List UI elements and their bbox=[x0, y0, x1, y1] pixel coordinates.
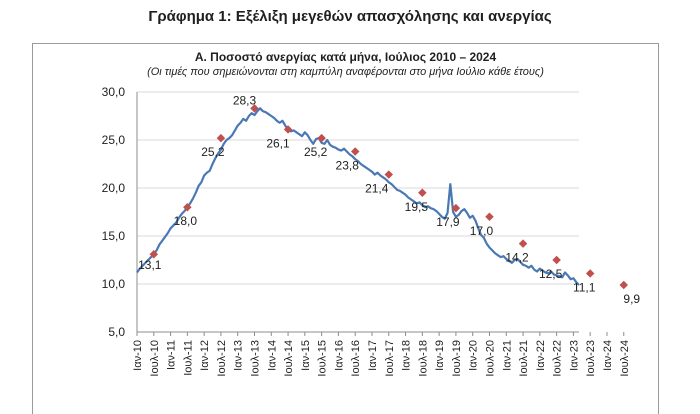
page-title: Γράφημα 1: Εξέλιξη μεγεθών απασχόλησης κ… bbox=[148, 8, 552, 25]
x-tick-label: Ιαν-20 bbox=[468, 340, 480, 371]
x-tick-label: Ιαν-16 bbox=[333, 340, 345, 371]
series-line bbox=[136, 107, 580, 286]
x-tick-label: Ιαν-15 bbox=[300, 340, 312, 371]
x-tick-label: Ιαν-13 bbox=[233, 340, 245, 371]
x-tick-label: Ιουλ-20 bbox=[484, 340, 496, 377]
data-label: 25,2 bbox=[304, 145, 328, 159]
x-tick-label: Ιουλ-24 bbox=[619, 340, 631, 377]
x-tick-label: Ιουλ-19 bbox=[451, 340, 463, 377]
data-label: 13,1 bbox=[138, 258, 162, 272]
data-label: 12,5 bbox=[539, 267, 563, 281]
x-tick-label: Ιουλ-13 bbox=[249, 340, 261, 377]
data-marker bbox=[552, 255, 561, 265]
y-tick-label: 10,0 bbox=[102, 277, 126, 291]
x-tick-label: Ιουλ-17 bbox=[384, 340, 396, 377]
x-tick-label: Ιαν-18 bbox=[401, 340, 413, 371]
data-marker bbox=[585, 269, 595, 278]
y-tick-label: 15,0 bbox=[102, 229, 126, 243]
chart-panel: Α. Ποσοστό ανεργίας κατά μήνα, Ιούλιος 2… bbox=[32, 43, 659, 414]
x-tick-label: Ιουλ-10 bbox=[149, 340, 161, 377]
x-tick-label: Ιουλ-22 bbox=[552, 340, 564, 377]
data-label: 18,0 bbox=[174, 214, 198, 228]
data-label: 11,1 bbox=[573, 280, 596, 294]
x-tick-label: Ιουλ-21 bbox=[518, 340, 530, 377]
data-marker bbox=[418, 188, 427, 198]
x-tick-label: Ιαν-23 bbox=[568, 340, 580, 371]
y-tick-label: 30,0 bbox=[102, 85, 126, 99]
data-marker bbox=[518, 239, 528, 248]
x-tick-label: Ιαν-10 bbox=[132, 340, 144, 371]
data-label: 17,0 bbox=[470, 224, 494, 238]
chart-subtitle: (Οι τιμές που σημειώνονται στη καμπύλη α… bbox=[147, 66, 544, 78]
data-label: 19,5 bbox=[405, 200, 429, 214]
data-marker bbox=[317, 133, 326, 143]
y-tick-label: 20,0 bbox=[102, 181, 126, 195]
x-tick-label: Ιαν-24 bbox=[602, 340, 614, 371]
x-tick-label: Ιουλ-14 bbox=[283, 340, 295, 377]
x-tick-label: Ιαν-22 bbox=[535, 340, 547, 371]
data-label: 17,9 bbox=[436, 215, 460, 229]
x-tick-label: Ιαν-21 bbox=[501, 340, 513, 371]
data-marker bbox=[149, 249, 159, 259]
x-tick-label: Ιουλ-11 bbox=[182, 340, 194, 376]
unemployment-line-chart: 5,0 10,0 15,0 20,0 25,0 30,0 Ιαν-10 Ιουλ-10 Ιαν-… bbox=[102, 85, 641, 377]
x-tick-label: Ιουλ-23 bbox=[585, 340, 597, 377]
data-marker bbox=[350, 147, 360, 156]
data-label: 25,2 bbox=[201, 145, 225, 159]
data-label: 14,2 bbox=[505, 251, 529, 265]
data-marker bbox=[619, 280, 629, 290]
x-tick-label: Ιαν-17 bbox=[367, 340, 379, 371]
x-tick-label: Ιουλ-12 bbox=[216, 340, 228, 377]
data-label: 21,4 bbox=[365, 182, 389, 196]
x-tick-label: Ιουλ-15 bbox=[317, 340, 329, 377]
data-marker bbox=[216, 133, 226, 143]
data-label: 23,8 bbox=[336, 159, 360, 173]
data-label: 26,1 bbox=[266, 136, 290, 150]
data-marker bbox=[384, 170, 394, 179]
y-tick-label: 25,0 bbox=[102, 133, 126, 147]
data-marker bbox=[485, 212, 494, 222]
x-tick-label: Ιαν-19 bbox=[434, 340, 446, 371]
chart-title: Α. Ποσοστό ανεργίας κατά μήνα, Ιούλιος 2… bbox=[194, 50, 497, 64]
data-marker bbox=[451, 203, 461, 213]
x-tick-label: Ιουλ-18 bbox=[417, 340, 429, 377]
y-tick-label: 5,0 bbox=[108, 325, 125, 339]
x-tick-label: Ιουλ-16 bbox=[350, 340, 362, 377]
data-label: 28,3 bbox=[233, 93, 257, 107]
data-marker bbox=[283, 125, 293, 134]
x-tick-label: Ιαν-12 bbox=[199, 340, 211, 371]
x-tick-label: Ιαν-11 bbox=[166, 340, 178, 370]
data-label: 9,9 bbox=[623, 292, 640, 306]
data-marker bbox=[183, 202, 192, 212]
x-tick-label: Ιαν-14 bbox=[266, 340, 278, 371]
